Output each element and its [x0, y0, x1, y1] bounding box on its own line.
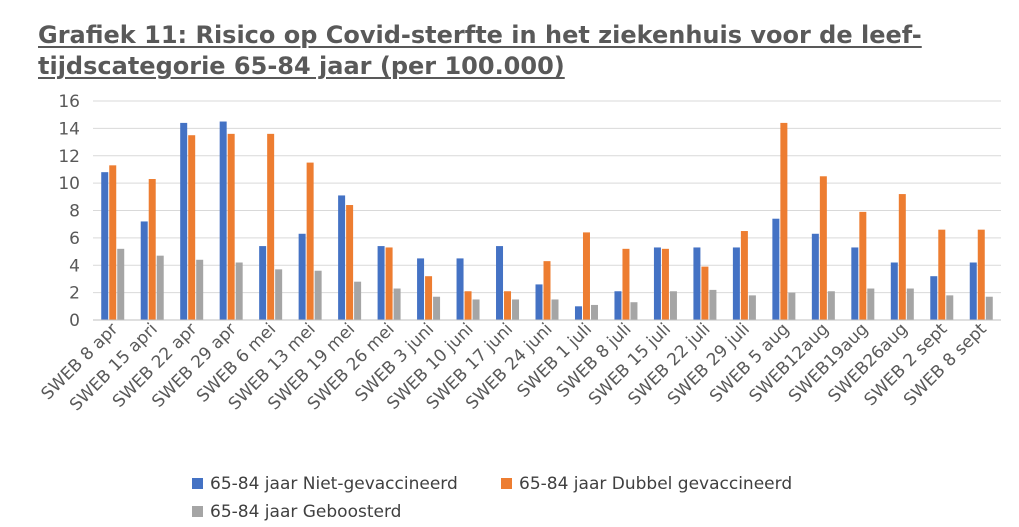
- y-tick-label: 8: [69, 202, 80, 222]
- bar: [693, 247, 701, 320]
- chart-title: Grafiek 11: Risico op Covid-sterfte in h…: [38, 21, 922, 80]
- bar: [267, 133, 275, 320]
- legend-item-geboosterd: 65-84 jaar Geboosterd: [192, 502, 401, 522]
- bar: [464, 291, 472, 320]
- bar: [551, 299, 559, 320]
- bar: [740, 231, 748, 320]
- legend-item-dubbel-gevaccineerd: 65-84 jaar Dubbel gevaccineerd: [501, 474, 792, 494]
- bar: [275, 269, 283, 320]
- legend-label-niet-gevaccineerd: 65-84 jaar Niet-gevaccineerd: [210, 474, 458, 494]
- bar: [827, 291, 835, 320]
- bar: [101, 172, 109, 320]
- bar: [456, 258, 464, 320]
- bar: [788, 292, 796, 320]
- bar: [669, 291, 677, 320]
- bar: [433, 296, 441, 320]
- y-axis-ticks: 0 2 4 6 8 10 12 14 16: [58, 92, 80, 331]
- bar: [622, 248, 630, 320]
- bar: [472, 299, 480, 320]
- bar: [582, 232, 590, 320]
- bar: [614, 291, 622, 320]
- legend-swatch-dubbel-gevaccineerd: [501, 478, 512, 489]
- bar: [496, 246, 504, 320]
- bar: [898, 194, 906, 320]
- bar: [148, 179, 156, 320]
- bar: [504, 291, 512, 320]
- y-tick-label: 16: [58, 92, 80, 112]
- bar: [630, 302, 638, 320]
- y-tick-label: 12: [58, 147, 80, 167]
- legend: 65-84 jaar Niet-gevaccineerd 65-84 jaar …: [192, 472, 872, 526]
- bar: [890, 262, 898, 320]
- bar: [859, 211, 867, 320]
- bar: [780, 122, 788, 321]
- y-tick-label: 0: [69, 311, 80, 331]
- bar: [314, 270, 322, 320]
- bar: [946, 295, 954, 320]
- bar: [393, 288, 401, 320]
- bar: [377, 246, 385, 320]
- bar: [772, 218, 780, 320]
- bar: [851, 247, 859, 320]
- bar: [867, 288, 875, 320]
- bar: [748, 295, 756, 320]
- bar: [732, 247, 740, 320]
- y-tick-label: 4: [69, 256, 80, 276]
- y-tick-label: 14: [58, 119, 80, 139]
- bar: [811, 233, 819, 320]
- bar: [512, 299, 520, 320]
- bar: [985, 296, 993, 320]
- bar: [661, 248, 669, 320]
- bar: [906, 288, 914, 320]
- bar: [701, 266, 709, 320]
- legend-item-niet-gevaccineerd: 65-84 jaar Niet-gevaccineerd: [192, 474, 458, 494]
- legend-swatch-niet-gevaccineerd: [192, 478, 203, 489]
- bar: [298, 233, 306, 320]
- bar: [574, 306, 582, 320]
- bar: [385, 247, 393, 320]
- bar: [354, 281, 362, 320]
- gridlines: [93, 100, 1001, 294]
- bar: [938, 229, 946, 320]
- legend-swatch-geboosterd: [192, 506, 203, 517]
- bar: [180, 122, 188, 321]
- bar: [188, 135, 196, 320]
- bar: [259, 246, 267, 320]
- bar: [977, 229, 985, 320]
- bar: [227, 133, 235, 320]
- bar: [196, 259, 204, 320]
- bar: [417, 258, 425, 320]
- bar: [590, 304, 598, 320]
- y-tick-label: 10: [58, 174, 80, 194]
- bar: [535, 284, 543, 320]
- bar: [969, 262, 977, 320]
- bar: [235, 262, 243, 320]
- bar: [219, 121, 227, 320]
- bar: [346, 205, 354, 320]
- bar: [425, 276, 433, 320]
- bar: [653, 247, 661, 320]
- bar-series: [101, 121, 993, 321]
- legend-label-geboosterd: 65-84 jaar Geboosterd: [210, 502, 402, 522]
- bar: [306, 162, 314, 320]
- legend-label-dubbel-gevaccineerd: 65-84 jaar Dubbel gevaccineerd: [519, 474, 793, 494]
- bar: [117, 248, 125, 320]
- bar: [140, 221, 148, 320]
- bar: [156, 255, 164, 320]
- bar: [338, 195, 346, 320]
- bar: [543, 261, 551, 320]
- bar: [109, 165, 117, 320]
- bar: [819, 176, 827, 320]
- y-tick-label: 2: [69, 284, 80, 304]
- y-tick-label: 6: [69, 229, 80, 249]
- bar: [709, 289, 717, 320]
- bar: [930, 276, 938, 320]
